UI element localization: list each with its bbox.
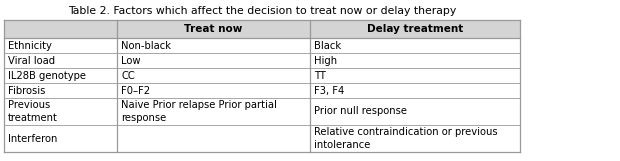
Bar [310, 98, 520, 125]
Bar [117, 38, 310, 53]
Bar [4, 20, 117, 38]
Text: Relative contraindication or previous
intolerance: Relative contraindication or previous in… [314, 127, 498, 150]
Bar [117, 98, 310, 125]
Text: Interferon: Interferon [8, 133, 58, 143]
Text: Ethnicity: Ethnicity [8, 41, 52, 51]
Text: IL28B genotype: IL28B genotype [8, 71, 86, 80]
Bar [4, 53, 117, 68]
Bar [310, 125, 520, 152]
Text: Fibrosis: Fibrosis [8, 85, 45, 95]
Text: Black: Black [314, 41, 341, 51]
Bar [310, 68, 520, 83]
Bar [117, 53, 310, 68]
Text: Non-black: Non-black [121, 41, 171, 51]
Bar [4, 68, 117, 83]
Bar [4, 98, 117, 125]
Bar [117, 68, 310, 83]
Text: High: High [314, 56, 337, 66]
Bar [310, 53, 520, 68]
Text: Delay treatment: Delay treatment [367, 24, 463, 34]
Bar [117, 20, 310, 38]
Text: Viral load: Viral load [8, 56, 55, 66]
Text: Naive Prior relapse Prior partial
response: Naive Prior relapse Prior partial respon… [121, 100, 277, 123]
Bar [310, 83, 520, 98]
Text: F0–F2: F0–F2 [121, 85, 150, 95]
Bar [117, 125, 310, 152]
Bar [4, 38, 117, 53]
Text: Previous
treatment: Previous treatment [8, 100, 58, 123]
Bar [4, 83, 117, 98]
Bar [4, 125, 117, 152]
Text: CC: CC [121, 71, 135, 80]
Text: Table 2. Factors which affect the decision to treat now or delay therapy: Table 2. Factors which affect the decisi… [68, 6, 456, 16]
Text: Treat now: Treat now [184, 24, 242, 34]
Text: TT: TT [314, 71, 326, 80]
Bar [310, 20, 520, 38]
Bar [117, 83, 310, 98]
Text: Low: Low [121, 56, 141, 66]
Text: Prior null response: Prior null response [314, 106, 407, 117]
Bar [310, 38, 520, 53]
Text: F3, F4: F3, F4 [314, 85, 344, 95]
